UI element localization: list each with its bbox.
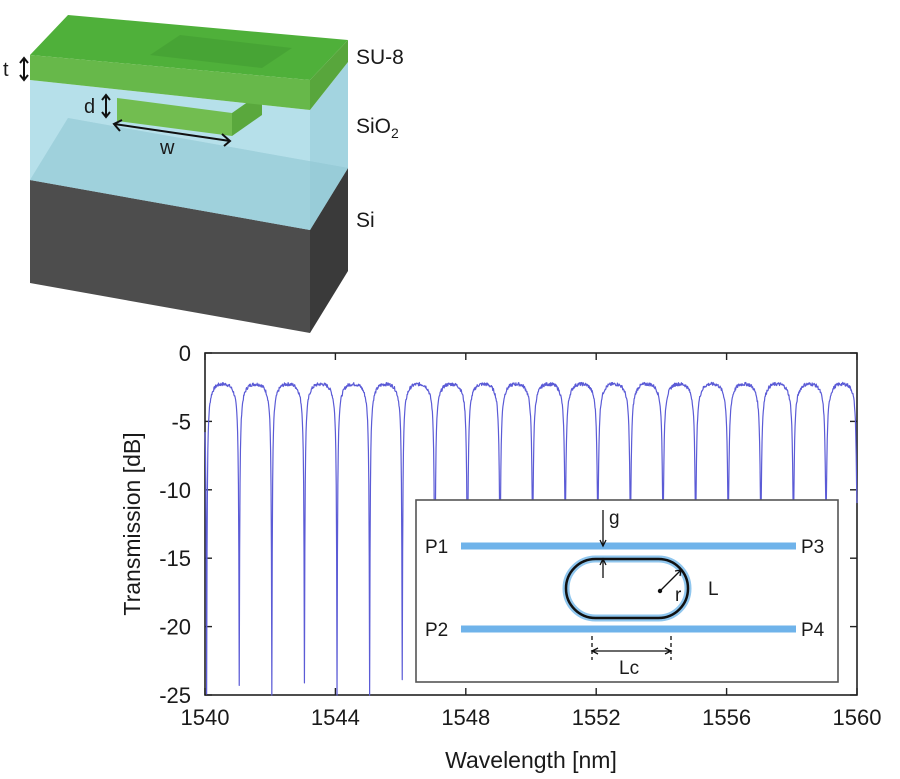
y-tick-label: -5 [171, 409, 191, 434]
length-label: L [708, 579, 719, 600]
y-tick-label: -20 [159, 615, 191, 640]
plot-frame [204, 352, 858, 696]
radius-arrow [659, 569, 682, 592]
inset-frame [415, 499, 839, 683]
label-sio2-main: SiO [356, 115, 391, 138]
y-tick-label: -15 [159, 546, 191, 571]
si-side-face [310, 168, 348, 333]
y-tick-label: -25 [159, 683, 191, 708]
gap-label: g [609, 508, 620, 529]
chart: 1540 1544 1548 1552 1556 15600-5-10-15-20-25 … [119, 341, 881, 773]
transmission-series-line [204, 381, 858, 696]
x-tick-label: 1544 [311, 705, 360, 730]
device-schematic: SU-8 SiO2 Si t d w [3, 15, 404, 333]
radius-label: r [675, 585, 682, 606]
dim-d-label: d [84, 96, 95, 118]
dim-w-arrow [112, 119, 232, 147]
inset-racetrack: P1 P2 P3 P4 g r L Lc [415, 499, 839, 683]
label-su8: SU-8 [356, 46, 404, 69]
port-p3: P3 [801, 537, 824, 558]
x-tick-label: 1540 [181, 705, 230, 730]
port-p1: P1 [425, 537, 448, 558]
x-tick-label: 1560 [833, 705, 882, 730]
su8-side-face [310, 40, 348, 110]
label-si: Si [356, 209, 375, 232]
dim-w-label: w [159, 137, 175, 159]
su8-front-face [30, 55, 310, 110]
x-axis-title: Wavelength [nm] [445, 747, 617, 773]
tick-marks [204, 352, 858, 696]
si-front-face [30, 180, 310, 333]
racetrack-ring [564, 557, 690, 620]
dim-d-arrow [101, 93, 111, 119]
y-tick-label: 0 [179, 341, 191, 366]
x-tick-label: 1556 [702, 705, 751, 730]
su8-top-inner [150, 35, 292, 68]
sio2-interface [30, 118, 348, 230]
port-p2: P2 [425, 620, 448, 641]
su8-core-front [117, 98, 232, 136]
y-axis-title: Transmission [dB] [119, 432, 145, 615]
coupling-length-marker [590, 636, 673, 660]
x-tick-label: 1552 [572, 705, 621, 730]
coupling-length-label: Lc [619, 658, 639, 679]
label-sio2: SiO2 [356, 115, 399, 141]
port-p4: P4 [801, 620, 825, 641]
x-tick-label: 1548 [441, 705, 490, 730]
label-sio2-sub: 2 [391, 125, 399, 141]
tick-labels: 1540 1544 1548 1552 1556 1560 0 -5 -10 -15 -20 -25 [159, 341, 881, 730]
y-tick-label: -10 [159, 478, 191, 503]
dim-t-label: t [3, 59, 9, 81]
dim-t-arrow [19, 56, 29, 82]
gap-arrows [599, 510, 607, 578]
